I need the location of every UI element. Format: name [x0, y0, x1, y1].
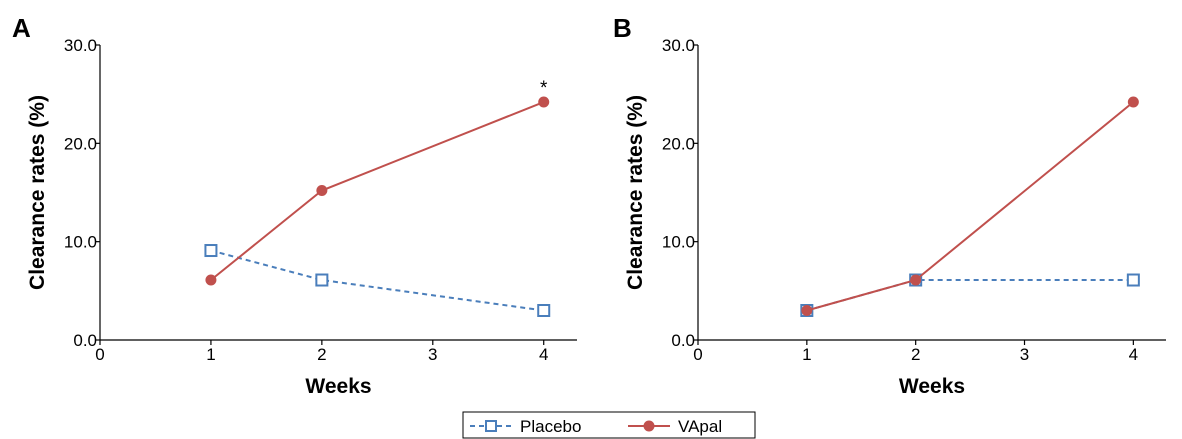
x-tick-label: 4: [1129, 345, 1138, 364]
series-line-placebo: [210, 249, 544, 312]
y-tick-label: 20.0: [662, 134, 695, 153]
legend-marker: [485, 420, 497, 432]
legend-label: Placebo: [520, 417, 581, 436]
x-tick-label: 0: [95, 345, 104, 364]
y-tick-label: 10.0: [64, 233, 97, 252]
chart-panel-b: B 0.0 10.0 20.0 30.0 0 1 2 3 4 Weeks Clearance rate…: [613, 13, 1166, 398]
y-tick-label: 0.0: [73, 331, 97, 350]
panel-label: B: [613, 13, 632, 43]
data-point-placebo: [315, 273, 329, 287]
legend-item-placebo: Placebo: [470, 417, 581, 436]
x-tick-label: 1: [206, 345, 215, 364]
chart-legend: Placebo VApal: [462, 411, 756, 439]
y-tick-label: 30.0: [64, 36, 97, 55]
data-point-vapal: [910, 274, 922, 286]
legend-item-vapal: VApal: [628, 417, 722, 436]
y-tick-label: 0.0: [671, 331, 695, 350]
series-vapal: [205, 96, 550, 286]
series-placebo: [204, 244, 551, 317]
data-point-vapal: [1127, 96, 1139, 108]
x-tick-label: 3: [428, 345, 437, 364]
data-point-vapal: [316, 185, 328, 197]
legend-label: VApal: [678, 417, 722, 436]
x-tick-label: 4: [539, 345, 548, 364]
series-vapal: [801, 96, 1139, 316]
x-tick-label: 3: [1020, 345, 1029, 364]
panel-label: A: [12, 13, 31, 43]
y-tick-label: 10.0: [662, 233, 695, 252]
data-point-placebo: [204, 244, 218, 258]
x-tick-label: 2: [911, 345, 920, 364]
series-placebo: [800, 273, 1140, 317]
x-axis-title: Weeks: [899, 375, 965, 398]
y-tick-label: 30.0: [662, 36, 695, 55]
significance-marker: *: [540, 78, 548, 99]
x-tick-label: 0: [693, 345, 702, 364]
data-point-placebo: [1126, 273, 1140, 287]
data-point-vapal: [801, 305, 813, 316]
chart-panel-a: A 0.0 10.0 20.0 30.0 0 1 2 3 4 Weeks Clearance rate…: [12, 13, 577, 398]
data-point-placebo: [537, 304, 551, 317]
legend-box: [462, 411, 756, 439]
x-axis-title: Weeks: [305, 375, 371, 398]
x-tick-label: 2: [317, 345, 326, 364]
y-tick-label: 20.0: [64, 134, 97, 153]
data-point-vapal: [205, 274, 217, 286]
series-line-placebo: [806, 279, 1134, 312]
series-line-vapal: [210, 101, 545, 281]
y-axis-title: Clearance rates (%): [26, 95, 49, 290]
legend-marker: [643, 420, 655, 432]
y-axis-title: Clearance rates (%): [624, 95, 647, 290]
data-point-vapal: [538, 96, 550, 108]
x-tick-label: 1: [802, 345, 811, 364]
